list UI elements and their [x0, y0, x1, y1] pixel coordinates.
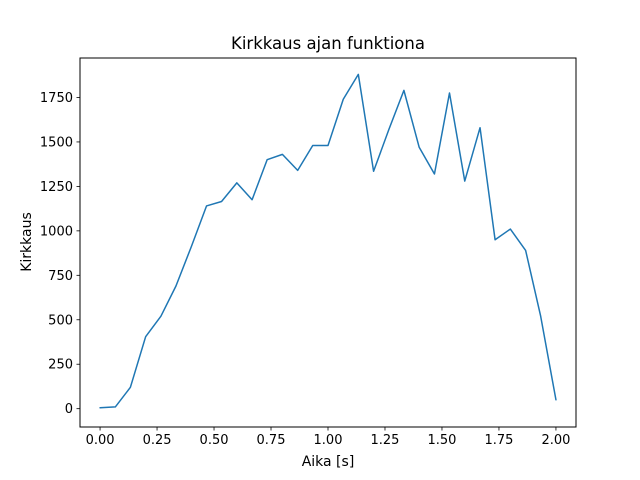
x-tick-label: 1.25: [371, 433, 400, 448]
y-tick-label: 750: [48, 269, 73, 284]
y-tick-label: 1000: [40, 224, 73, 239]
x-tick-label: 2.00: [541, 433, 570, 448]
x-tick-label: 0.00: [86, 433, 115, 448]
data-series: [99, 73, 557, 409]
y-tick-label: 1750: [40, 91, 73, 106]
x-tick-label: 1.50: [427, 433, 456, 448]
y-tick-label: 500: [48, 313, 73, 328]
axis-ticks: 0.00 0.25 0.50 0.75 1.00 1.25 1.50 1.75 2.00 0 250…: [40, 91, 571, 448]
x-tick-label: 1.00: [314, 433, 343, 448]
y-tick-label: 0: [65, 402, 73, 417]
data-line: [99, 73, 557, 409]
chart-title: Kirkkaus ajan funktiona: [231, 34, 425, 53]
y-tick-label: 250: [48, 358, 73, 373]
x-tick-label: 1.75: [484, 433, 513, 448]
x-tick-label: 0.25: [143, 433, 172, 448]
plot-frame: [79, 57, 577, 428]
y-axis-label: Kirkkaus: [19, 212, 35, 272]
y-tick-label: 1250: [40, 180, 73, 195]
x-axis-label: Aika [s]: [302, 454, 355, 470]
y-tick-label: 1500: [40, 135, 73, 150]
x-tick-label: 0.50: [200, 433, 229, 448]
x-tick-label: 0.75: [257, 433, 286, 448]
